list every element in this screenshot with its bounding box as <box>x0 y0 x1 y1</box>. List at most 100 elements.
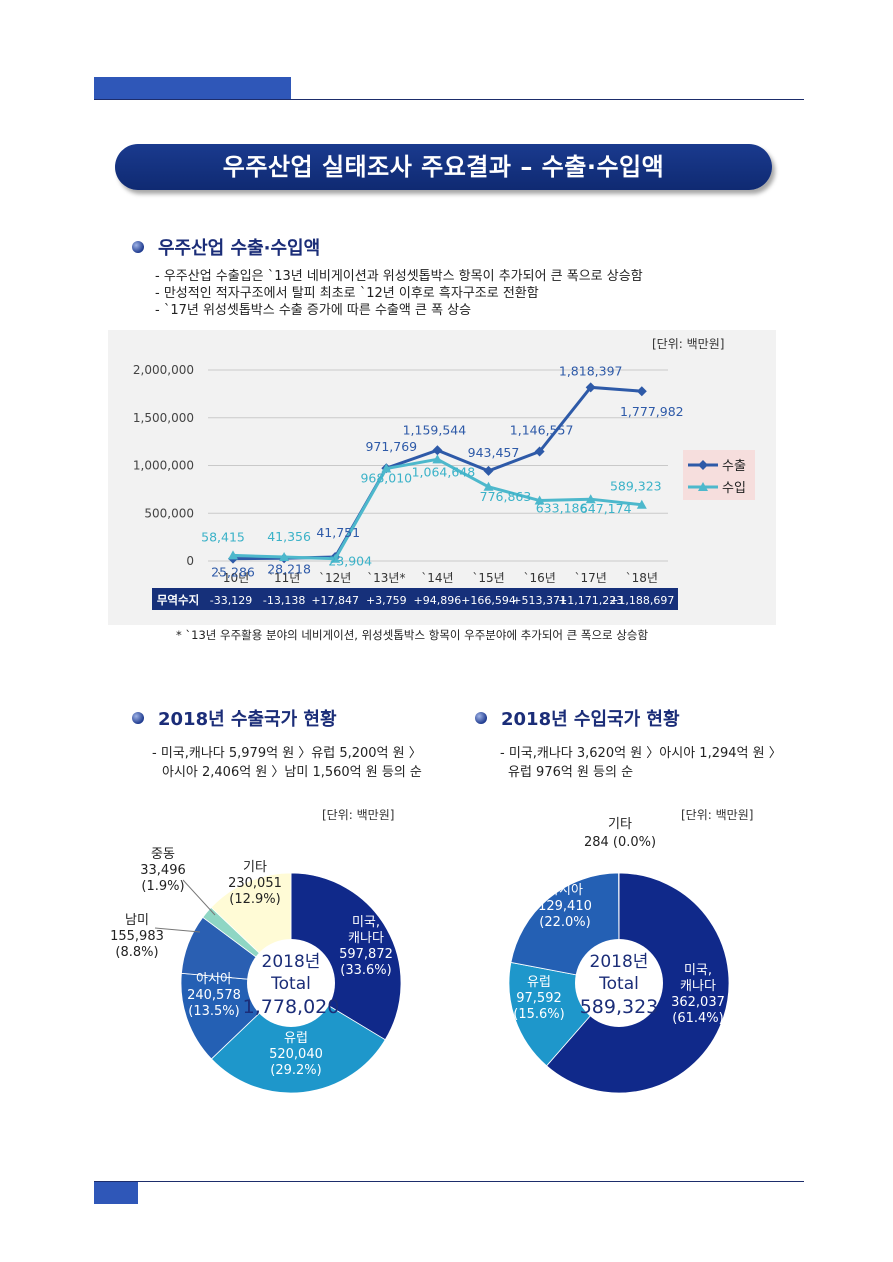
export-data-label: 971,769 <box>365 439 417 454</box>
section3-desc-1: - 미국,캐나다 3,620억 원 〉아시아 1,294억 원 〉 <box>500 746 782 761</box>
trade-balance-value: -33,129 <box>210 594 252 607</box>
donut-slice-label: 미국, <box>684 963 712 978</box>
donut-hole <box>247 939 335 1027</box>
import-data-label: 41,356 <box>267 529 311 544</box>
trade-balance-value: -13,138 <box>263 594 305 607</box>
export-point <box>432 445 443 456</box>
export-data-label: 1,777,982 <box>620 404 684 419</box>
line-chart: 0 500,000 1,000,000 1,500,000 2,000,000 `10년 `… <box>133 363 755 585</box>
section1-bullet-3: - `17년 위성셋톱박스 수출 증가에 따른 수출액 큰 폭 상승 <box>155 303 472 318</box>
section2-title: 2018년 수출국가 현황 <box>158 709 337 730</box>
donut-center-year: 2018년 <box>262 952 321 972</box>
donut-center-total-label: Total <box>598 974 639 994</box>
import-point <box>432 454 443 464</box>
donut-slice-label: 362,037 <box>671 995 725 1010</box>
y-tick-label: 500,000 <box>144 506 194 520</box>
donut-center-total-value: 589,323 <box>580 996 659 1018</box>
section1-title: 우주산업 수출·수입액 <box>158 238 321 259</box>
section1-bullet-1: - 우주산업 수출입은 `13년 네비게이션과 위성셋톱박스 항목이 추가되어 … <box>155 269 643 284</box>
donut-slice-label: 아시아 <box>547 883 583 898</box>
line-chart-footnote: * `13년 우주활용 분야의 네비게이션, 위성셋톱박스 항목이 우주분야에 … <box>176 628 649 642</box>
section-bullet-icon <box>475 712 487 724</box>
export-data-label: 41,751 <box>316 525 360 540</box>
legend-box <box>683 450 755 500</box>
trade-balance-value: +94,896 <box>414 594 462 607</box>
import-point <box>585 494 596 504</box>
donut-outer-label: 중동 <box>151 847 175 862</box>
donut-center-total-value: 1,778,020 <box>243 996 340 1018</box>
x-tick-label: `17년 <box>575 571 607 585</box>
trade-balance-value: +1,171,223 <box>558 594 623 607</box>
section2-desc-2: 아시아 2,406억 원 〉남미 1,560억 원 등의 순 <box>162 765 422 780</box>
trade-balance-value: +513,371 <box>512 594 567 607</box>
trade-balance-value: +17,847 <box>311 594 359 607</box>
trade-balance-row: 무역수지 -33,129 -13,138 +17,847 +3,759 +94,896 +1… <box>157 593 675 607</box>
trade-balance-value: +1,188,697 <box>609 594 674 607</box>
donut-slice-label: (29.2%) <box>270 1063 321 1078</box>
import-point <box>381 463 392 473</box>
donut-center-year: 2018년 <box>590 952 649 972</box>
donut-slice-label: 240,578 <box>187 988 241 1003</box>
import-point <box>534 495 545 505</box>
donut-outer-label: 남미 <box>125 913 149 928</box>
page-title-banner: 우주산업 실태조사 주요결과 – 수출·수입액 <box>115 144 772 190</box>
donut-slice-label: 520,040 <box>269 1047 323 1062</box>
donut-center-total-label: Total <box>270 974 311 994</box>
x-tick-label: `11년 <box>268 571 300 585</box>
donut-outer-label: (8.8%) <box>115 945 158 960</box>
y-tick-label: 0 <box>186 554 194 568</box>
x-tick-label: `13년* <box>367 571 405 585</box>
x-tick-label: `15년 <box>472 571 504 585</box>
import-data-label: 633,186 <box>536 501 588 516</box>
legend-label: 수출 <box>722 459 746 474</box>
import-data-label: 589,323 <box>610 479 662 494</box>
section2-unit: [단위: 백만원] <box>322 808 395 822</box>
section-bullet-icon <box>132 712 144 724</box>
donut-outer-label: 284 (0.0%) <box>584 835 656 850</box>
export-point <box>585 382 596 393</box>
leader-line <box>182 879 216 916</box>
export-point <box>636 386 647 397</box>
x-tick-label: `16년 <box>523 571 555 585</box>
trade-balance-value: +3,759 <box>366 594 407 607</box>
header-rule <box>94 99 804 100</box>
donut-outer-label: 230,051 <box>228 876 282 891</box>
x-tick-label: `18년 <box>626 571 658 585</box>
donut-outer-label: 33,496 <box>140 863 186 878</box>
donut-outer-label: 155,983 <box>110 929 164 944</box>
trade-balance-bar <box>152 588 678 610</box>
trade-balance-value: +166,594 <box>461 594 516 607</box>
export-data-label: 943,457 <box>468 445 520 460</box>
donut-slice-label: 아시아 <box>196 972 232 987</box>
donut-hole <box>575 939 663 1027</box>
donut-slice-label: 미국, <box>352 915 380 930</box>
donut-slice-label: (22.0%) <box>539 915 590 930</box>
donut-outer-label: (12.9%) <box>229 892 280 907</box>
donut-slice-label: (33.6%) <box>340 963 391 978</box>
donut-slice <box>210 982 386 1094</box>
donut-slice-label: 129,410 <box>538 899 592 914</box>
footer-accent-bar <box>94 1181 138 1204</box>
import-data-label: 1,064,648 <box>412 464 476 479</box>
section3-desc-2: 유럽 976억 원 등의 순 <box>508 765 634 780</box>
y-tick-label: 1,500,000 <box>133 411 194 425</box>
donut-slice-label: 캐나다 <box>680 979 716 994</box>
header-accent-bar <box>94 77 291 100</box>
y-tick-label: 1,000,000 <box>133 459 194 473</box>
donut-slice-label: 597,872 <box>339 947 393 962</box>
donut-slice-label: 유럽 <box>527 975 551 990</box>
section2-desc-1: - 미국,캐나다 5,979억 원 〉유럽 5,200억 원 〉 <box>152 746 422 761</box>
export-data-label: 1,159,544 <box>403 422 467 437</box>
section-bullet-icon <box>132 241 144 253</box>
legend-label: 수입 <box>722 481 746 496</box>
section3-title: 2018년 수입국가 현황 <box>501 709 680 730</box>
donut-outer-label: (1.9%) <box>141 879 184 894</box>
import-data-label: 968,010 <box>360 471 412 486</box>
export-data-label: 25,286 <box>211 565 255 580</box>
donut-slice-label: (15.6%) <box>513 1007 564 1022</box>
import-data-label: 58,415 <box>201 529 245 544</box>
donut-slice-label: 캐나다 <box>348 931 384 946</box>
trade-balance-label: 무역수지 <box>157 593 199 607</box>
donut-slice-label: 97,592 <box>516 991 562 1006</box>
